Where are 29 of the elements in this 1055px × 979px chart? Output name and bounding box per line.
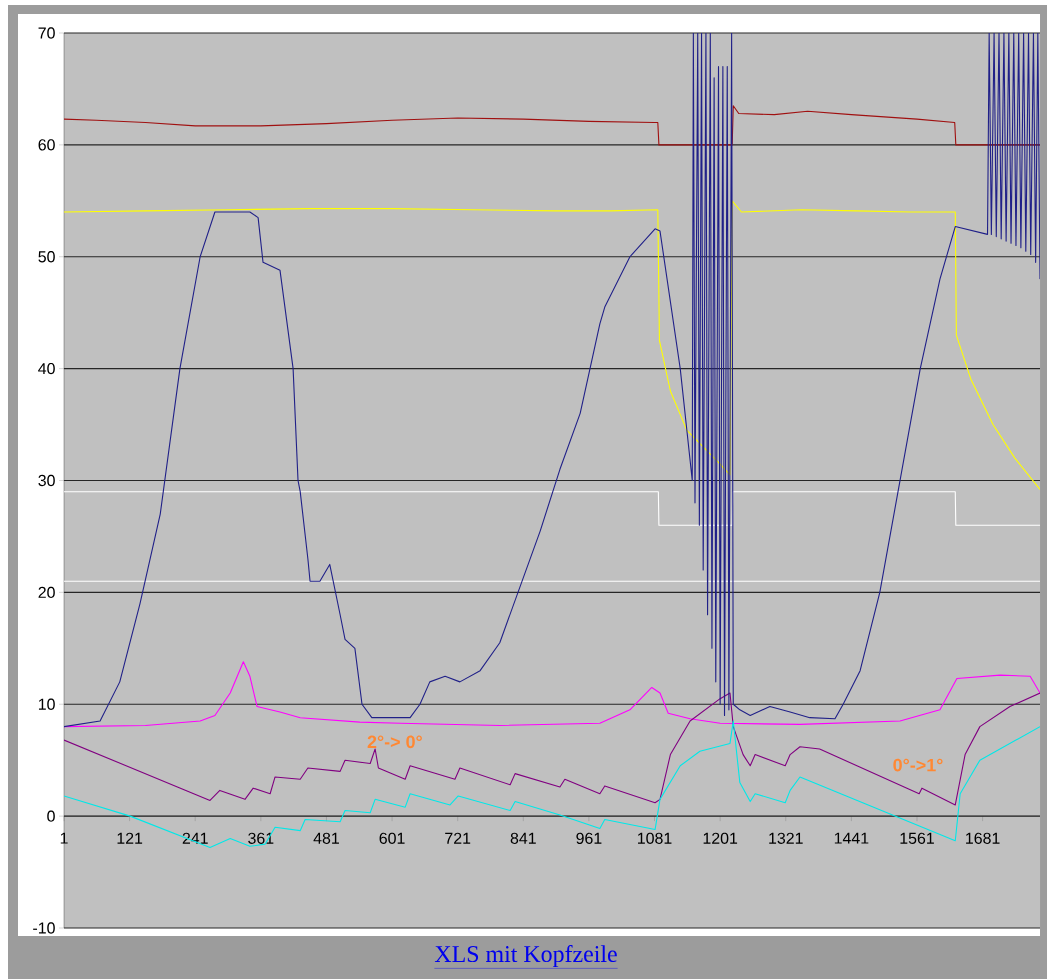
annotation: 0°->1° bbox=[893, 758, 943, 772]
y-tick-label: 30 bbox=[38, 474, 55, 487]
y-tick-label: 0 bbox=[47, 810, 55, 822]
y-tick-label: -10 bbox=[33, 922, 55, 934]
y-tick-label: 20 bbox=[38, 586, 55, 599]
x-tick-label: 1081 bbox=[638, 832, 672, 844]
line-series bbox=[64, 200, 1041, 490]
annotation: 2°-> 0° bbox=[367, 735, 422, 749]
y-tick-label: 50 bbox=[38, 251, 55, 263]
x-tick-label: 1561 bbox=[900, 832, 934, 844]
y-tick-label: 40 bbox=[38, 362, 55, 375]
x-tick-label: 241 bbox=[182, 832, 208, 844]
x-tick-label: 481 bbox=[313, 832, 339, 844]
x-tick-label: 1441 bbox=[834, 832, 869, 844]
x-tick-label: 601 bbox=[379, 832, 405, 844]
line-series bbox=[64, 692, 1041, 806]
x-tick-label: 961 bbox=[576, 832, 602, 844]
x-tick-label: 1321 bbox=[769, 832, 803, 844]
text: XLS mit Kopfzeile bbox=[434, 945, 617, 967]
x-tick-label: 721 bbox=[445, 832, 471, 844]
x-tick-label: 1681 bbox=[966, 832, 1000, 844]
x-tick-label: 841 bbox=[510, 832, 536, 844]
y-tick-label: 10 bbox=[38, 698, 55, 710]
line-series bbox=[64, 105, 1041, 146]
x-tick-label: 1201 bbox=[703, 832, 738, 844]
x-tick-label: 121 bbox=[117, 832, 143, 844]
y-tick-label: 70 bbox=[38, 27, 55, 39]
y-tick-label: 60 bbox=[38, 139, 55, 151]
x-tick-label: 1 bbox=[60, 832, 68, 844]
